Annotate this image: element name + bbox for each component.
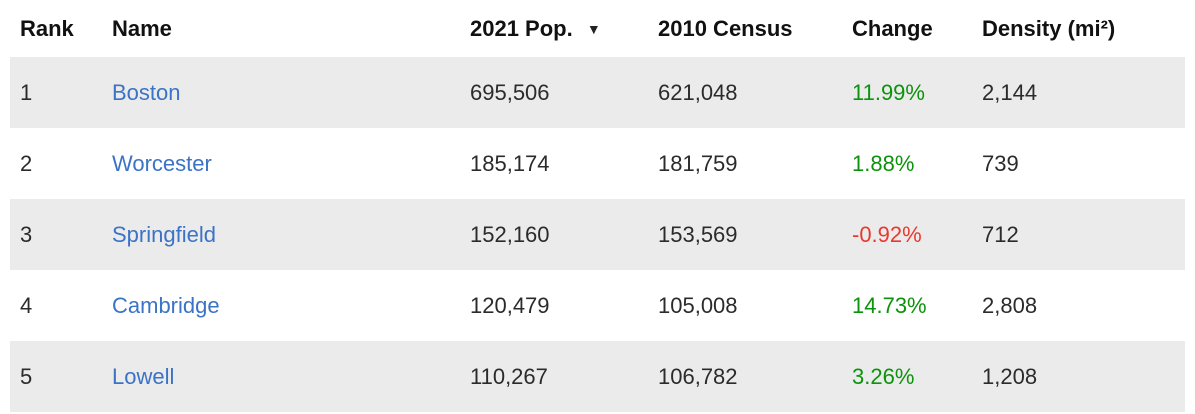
rank-cell: 1 [20,79,33,105]
column-header-2010-census[interactable]: 2010 Census [658,0,852,57]
change-cell: 1.88% [852,150,915,176]
pop-2021-cell: 695,506 [470,79,550,105]
table-row: 4 Cambridge 120,479 105,008 14.73% 2,808 [10,270,1185,341]
column-header-2021-pop[interactable]: 2021 Pop. ▼ [470,0,658,57]
pop-2021-cell: 110,267 [470,363,548,389]
column-header-density[interactable]: Density (mi²) [982,0,1185,57]
population-table: Rank Name 2021 Pop. ▼ 2010 Census Change… [10,0,1185,412]
pop-2021-cell: 152,160 [470,221,550,247]
density-cell: 739 [982,150,1019,176]
table-body: 1 Boston 695,506 621,048 11.99% 2,144 2 … [10,57,1185,412]
density-cell: 1,208 [982,363,1038,389]
density-cell: 2,808 [982,292,1038,318]
density-cell: 712 [982,221,1019,247]
change-cell: 11.99% [852,79,925,105]
table-row: 2 Worcester 185,174 181,759 1.88% 739 [10,128,1185,199]
density-cell: 2,144 [982,79,1038,105]
change-cell: 14.73% [852,292,927,318]
census-2010-cell: 181,759 [658,150,738,176]
pop-2021-cell: 185,174 [470,150,550,176]
table-row: 3 Springfield 152,160 153,569 -0.92% 712 [10,199,1185,270]
city-link[interactable]: Worcester [112,150,212,176]
rank-cell: 4 [20,292,33,318]
rank-cell: 5 [20,363,33,389]
rank-cell: 2 [20,150,33,176]
city-link[interactable]: Boston [112,79,181,105]
column-header-name[interactable]: Name [112,0,470,57]
name-cell: Lowell [112,341,470,412]
city-link[interactable]: Springfield [112,221,216,247]
name-cell: Worcester [112,128,470,199]
census-2010-cell: 105,008 [658,292,738,318]
change-cell: -0.92% [852,221,922,247]
census-2010-cell: 621,048 [658,79,738,105]
name-cell: Cambridge [112,270,470,341]
column-header-2010-census-label: 2010 Census [658,15,793,41]
column-header-rank-label: Rank [20,15,74,41]
sort-descending-icon: ▼ [586,20,601,37]
name-cell: Boston [112,57,470,128]
city-link[interactable]: Lowell [112,363,175,389]
column-header-2021-pop-label: 2021 Pop. [470,15,573,41]
table-row: 5 Lowell 110,267 106,782 3.26% 1,208 [10,341,1185,412]
rank-cell: 3 [20,221,33,247]
name-cell: Springfield [112,199,470,270]
table-row: 1 Boston 695,506 621,048 11.99% 2,144 [10,57,1185,128]
column-header-change-label: Change [852,15,933,41]
column-header-rank[interactable]: Rank [10,0,112,57]
column-header-name-label: Name [112,15,172,41]
census-2010-cell: 153,569 [658,221,738,247]
column-header-change[interactable]: Change [852,0,982,57]
header-row: Rank Name 2021 Pop. ▼ 2010 Census Change… [10,0,1185,57]
pop-2021-cell: 120,479 [470,292,550,318]
column-header-density-label: Density (mi²) [982,15,1116,41]
city-link[interactable]: Cambridge [112,292,220,318]
table-header: Rank Name 2021 Pop. ▼ 2010 Census Change… [10,0,1185,57]
census-2010-cell: 106,782 [658,363,738,389]
change-cell: 3.26% [852,363,915,389]
